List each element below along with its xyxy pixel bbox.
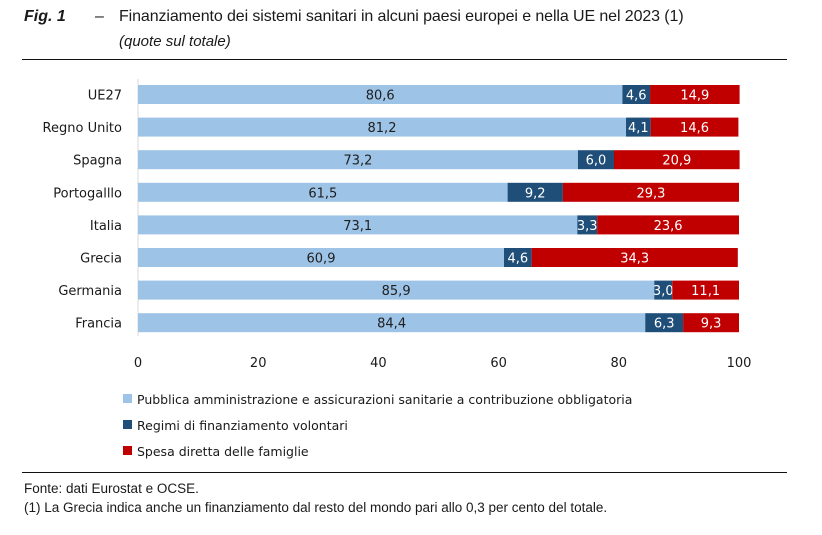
data-label: 84,4 xyxy=(377,317,406,332)
x-tick-label: 40 xyxy=(370,356,387,371)
legend-label: Spesa diretta delle famiglie xyxy=(137,444,309,459)
stacked-bar-chart: UE27 80,6 4,6 14,9 Regno Unito 81,2 4,1 14,6 Spa… xyxy=(43,79,752,459)
top-rule xyxy=(22,59,787,60)
footnote-text: (1) La Grecia indica anche un finanziame… xyxy=(24,500,608,515)
category-label: Francia xyxy=(75,317,122,332)
legend-label: Regimi di finanziamento volontari xyxy=(137,418,348,433)
data-label: 20,9 xyxy=(662,154,691,169)
bar-segment-2 xyxy=(622,85,651,104)
data-label: 23,6 xyxy=(654,219,683,234)
bar-segment-3 xyxy=(613,150,740,170)
category-label: Portogalllo xyxy=(53,186,122,201)
data-label: 4,6 xyxy=(626,89,647,104)
data-label: 34,3 xyxy=(620,252,649,267)
bar-segment-3 xyxy=(597,215,739,235)
category-label: Germania xyxy=(58,284,122,299)
bar-segment-1 xyxy=(138,313,646,333)
data-label: 14,9 xyxy=(680,89,709,104)
bottom-rule xyxy=(22,472,787,473)
category-label: Grecia xyxy=(80,252,122,267)
bar-segment-3 xyxy=(683,313,739,333)
data-label: 6,3 xyxy=(654,317,675,332)
data-label: 11,1 xyxy=(691,284,720,299)
category-label: Spagna xyxy=(73,154,122,169)
data-label: 14,6 xyxy=(680,121,709,136)
bar-segment-1 xyxy=(138,215,578,235)
data-label: 4,1 xyxy=(628,121,649,136)
data-label: 80,6 xyxy=(366,89,395,104)
category-label: UE27 xyxy=(88,89,122,104)
bar-segment-1 xyxy=(138,150,578,170)
data-label: 85,9 xyxy=(382,284,411,299)
bar-segment-1 xyxy=(138,85,623,104)
bar-segment-2 xyxy=(577,150,614,170)
data-label: 61,5 xyxy=(308,186,337,201)
bar-segment-3 xyxy=(531,248,738,267)
figure-title: Finanziamento dei sistemi sanitari in al… xyxy=(119,8,684,25)
data-label: 73,2 xyxy=(343,154,372,169)
bar-segment-2 xyxy=(507,182,563,202)
data-label: 9,3 xyxy=(701,317,722,332)
figure-dash: – xyxy=(95,8,104,25)
data-label: 60,9 xyxy=(307,252,336,267)
category-label: Italia xyxy=(90,219,122,234)
source-text: Fonte: dati Eurostat e OCSE. xyxy=(24,481,199,496)
data-label: 81,2 xyxy=(368,121,397,136)
legend-swatch xyxy=(123,446,132,455)
legend-swatch xyxy=(123,394,132,403)
bar-segment-1 xyxy=(138,182,508,202)
bar-segment-2 xyxy=(577,215,598,235)
bar-segment-2 xyxy=(626,117,651,137)
figure-label: Fig. 1 xyxy=(24,8,66,25)
x-tick-label: 100 xyxy=(727,356,752,371)
bar-segment-1 xyxy=(138,280,655,300)
bar-segment-1 xyxy=(138,248,505,267)
x-tick-label: 60 xyxy=(490,356,507,371)
bar-segment-2 xyxy=(645,313,684,333)
data-label: 9,2 xyxy=(525,186,546,201)
x-tick-label: 20 xyxy=(250,356,267,371)
bar-segment-3 xyxy=(650,117,739,137)
bar-segment-3 xyxy=(562,182,739,202)
legend-swatch xyxy=(123,420,132,429)
data-label: 73,1 xyxy=(343,219,372,234)
x-tick-label: 80 xyxy=(611,356,628,371)
bar-segment-3 xyxy=(672,280,739,300)
legend-label: Pubblica amministrazione e assicurazioni… xyxy=(137,392,632,407)
bar-segment-1 xyxy=(138,117,627,137)
figure-subtitle: (quote sul totale) xyxy=(119,33,231,50)
category-label: Regno Unito xyxy=(43,121,122,136)
bar-segment-3 xyxy=(650,85,740,104)
data-label: 3,3 xyxy=(577,219,598,234)
bar-segment-2 xyxy=(654,280,673,300)
data-label: 4,6 xyxy=(507,252,528,267)
data-label: 3,0 xyxy=(653,284,674,299)
data-label: 6,0 xyxy=(586,154,607,169)
x-tick-label: 0 xyxy=(134,356,142,371)
bar-segment-2 xyxy=(504,248,532,267)
data-label: 29,3 xyxy=(636,186,665,201)
